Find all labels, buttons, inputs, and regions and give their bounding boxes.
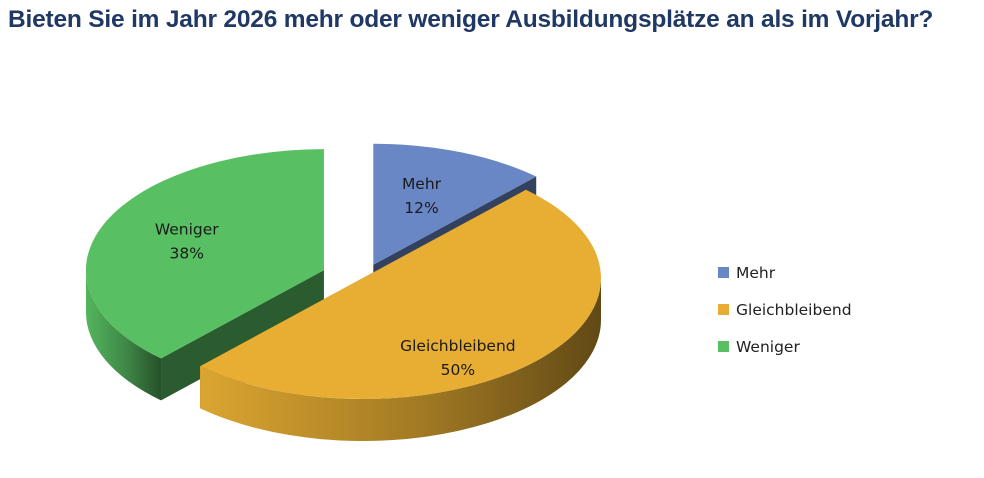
data-label-value: 12% (404, 199, 438, 217)
pie-slice-gleichbleibend[interactable] (200, 189, 601, 441)
data-label-value: 50% (441, 361, 475, 379)
data-label-category: Mehr (402, 175, 442, 193)
legend-item-weniger[interactable]: Weniger (718, 328, 852, 365)
data-label-category: Weniger (155, 221, 219, 239)
legend-item-mehr[interactable]: Mehr (718, 254, 852, 291)
data-label-weniger: Weniger 38% (155, 221, 219, 263)
legend-swatch-weniger (718, 341, 729, 352)
legend-label-weniger: Weniger (736, 337, 800, 356)
legend: Mehr Gleichbleibend Weniger (718, 254, 852, 365)
legend-swatch-gleichbleibend (718, 304, 729, 315)
data-label-category: Gleichbleibend (400, 337, 516, 355)
data-label-gleichbleibend: Gleichbleibend 50% (400, 337, 516, 379)
data-label-value: 38% (170, 245, 204, 263)
legend-item-gleichbleibend[interactable]: Gleichbleibend (718, 291, 852, 328)
legend-label-mehr: Mehr (736, 263, 776, 282)
legend-label-gleichbleibend: Gleichbleibend (736, 300, 852, 319)
chart-title: Bieten Sie im Jahr 2026 mehr oder wenige… (8, 6, 934, 33)
data-label-mehr: Mehr 12% (402, 175, 442, 217)
legend-swatch-mehr (718, 267, 729, 278)
